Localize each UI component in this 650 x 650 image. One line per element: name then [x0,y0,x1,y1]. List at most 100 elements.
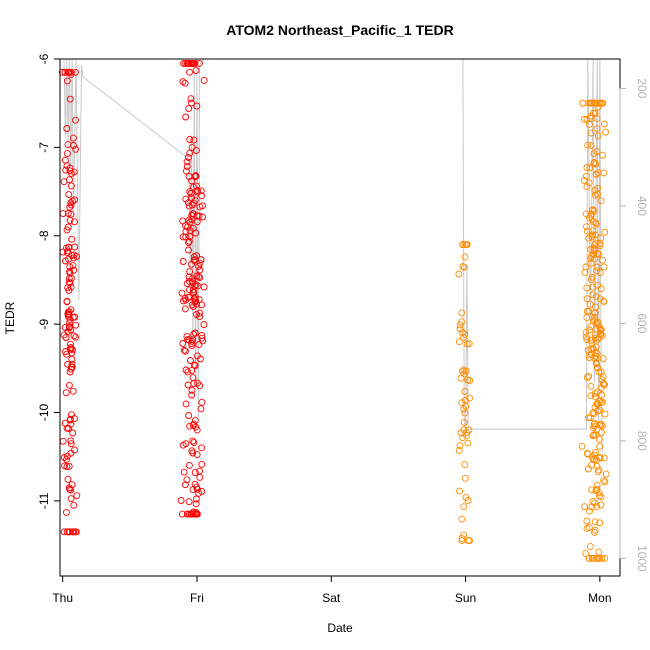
data-point [460,405,468,413]
data-point [599,380,607,388]
data-point [185,510,193,518]
data-point [189,274,197,282]
data-point [463,241,471,249]
data-point [185,412,193,419]
data-point [599,151,606,159]
data-point [580,115,588,123]
data-point [199,337,207,345]
data-point [70,251,78,259]
x-tick-label: Fri [190,591,204,605]
data-point [593,554,600,562]
data-point [587,212,595,220]
data-point [593,400,601,407]
data-point [581,269,589,277]
data-point [456,321,464,329]
data-point [198,460,206,468]
data-point [593,148,601,155]
data-point [466,394,474,402]
data-point [69,387,77,395]
data-point [589,497,597,505]
data-point [195,262,203,270]
data-point [591,518,599,526]
data-point [459,434,467,442]
data-point [179,340,187,347]
data-point [68,363,75,371]
data-point [191,416,199,424]
data-point [181,305,189,313]
data-point [585,554,593,562]
data-point [182,113,190,121]
data-point [182,222,189,230]
data-point [65,425,72,432]
data-point [186,188,194,196]
data-point [192,500,200,508]
data-point [63,463,71,471]
data-point [72,333,80,341]
data-point [189,374,197,382]
data-point [63,297,71,305]
data-point [598,391,606,399]
data-point [184,153,192,161]
data-point [65,319,73,327]
data-point [592,220,600,228]
data-point [191,329,199,337]
x-tick-label: Thu [52,591,73,605]
data-point [183,333,191,341]
data-point [601,410,609,418]
data-point [188,301,196,309]
data-point [599,256,606,264]
data-point [200,76,208,84]
data-point [587,246,595,253]
data-point [64,141,72,149]
data-point [593,425,601,433]
data-point [66,167,74,175]
data-point [597,285,605,293]
data-point [600,477,608,485]
data-point [462,494,470,502]
data-point [589,455,597,463]
data-point [193,451,201,459]
data-point [180,346,188,354]
data-point [188,215,196,223]
axes-layer: Thu Fri Sat Sun Mon -6 -7 -8 -9 -10 -11 200 400 600 80… [37,53,649,605]
data-point [593,481,601,489]
data-point [597,197,605,205]
data-point [583,450,591,457]
data-point [187,95,195,103]
data-point [597,368,605,376]
data-point [193,310,200,318]
data-point [590,159,598,166]
data-point [602,470,610,478]
data-point [196,473,204,481]
data-point [588,486,596,494]
data-point [190,361,198,369]
data-point [586,300,594,308]
data-point [62,389,70,397]
data-point [66,263,74,271]
data-point [193,300,201,308]
data-point [458,399,466,407]
data-point [460,419,468,426]
data-point [461,253,469,261]
data-point [596,240,604,247]
data-point [66,216,74,224]
data-point [183,162,191,170]
data-point [189,437,197,445]
data-point [69,197,77,205]
x-axis-label: Date [327,621,353,635]
data-point [465,340,473,348]
data-point [578,442,586,450]
data-point [185,237,193,245]
plot-frame [59,58,621,577]
data-point [587,129,595,137]
data-point [68,355,76,363]
data-point [459,241,467,249]
data-point [186,136,194,143]
data-point [591,313,599,321]
data-point [182,167,190,175]
data-point [600,169,608,177]
data-point [583,517,591,525]
data-point [65,243,73,251]
data-point [587,254,595,262]
data-point [596,324,604,332]
